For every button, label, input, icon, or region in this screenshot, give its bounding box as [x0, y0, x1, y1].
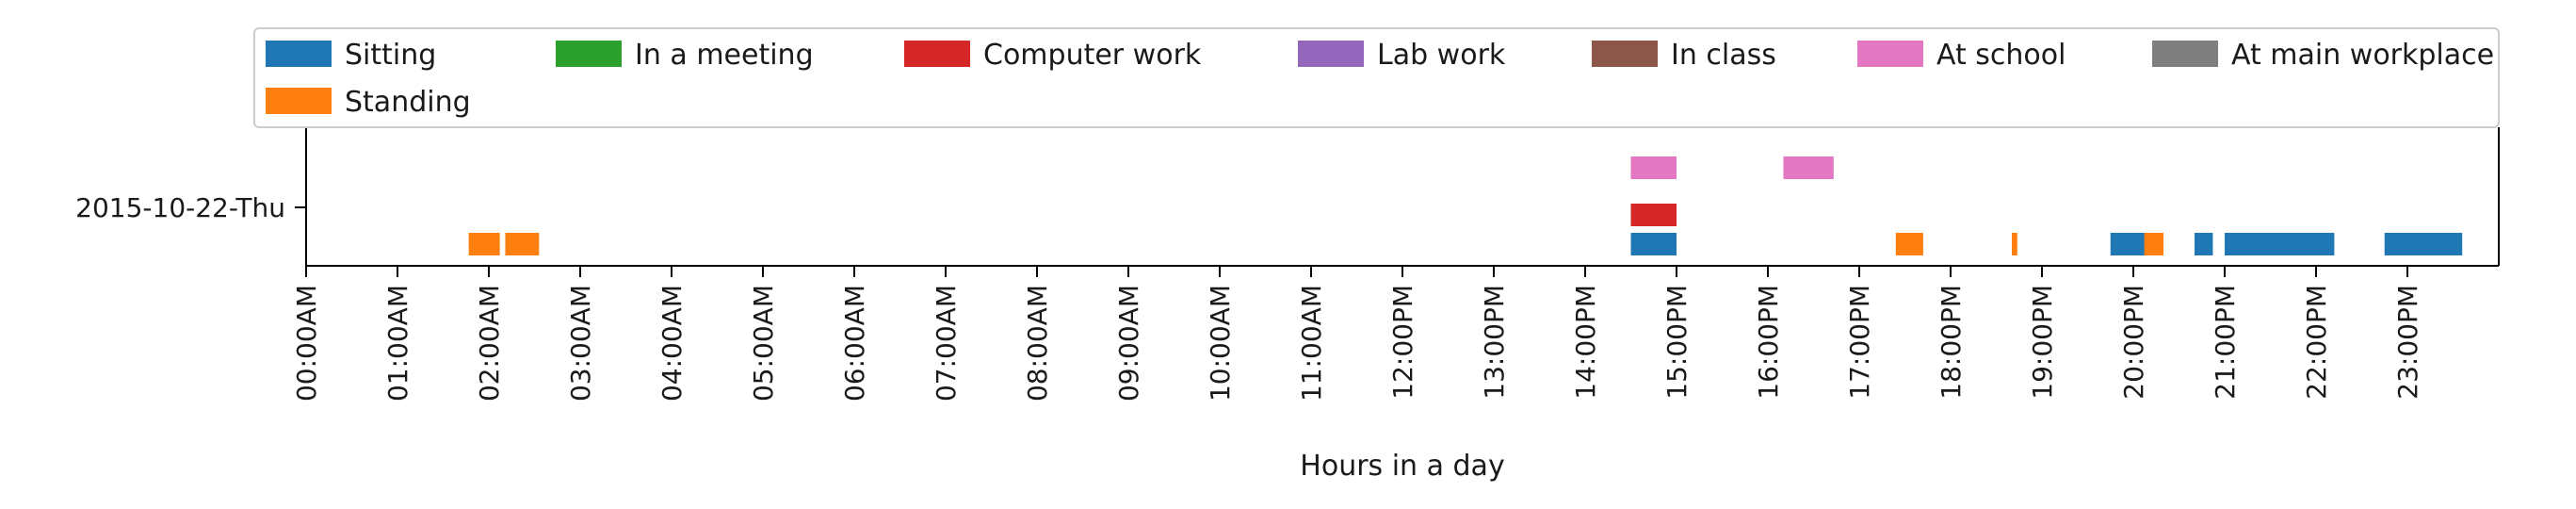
legend-label: In class: [1671, 39, 1776, 72]
bar-computer-work-0: [1630, 204, 1677, 226]
bar-at-school-1: [1783, 156, 1834, 179]
bars-layer: [468, 156, 2463, 255]
x-tick-label: 12:00PM: [1387, 285, 1418, 400]
x-tick-label: 06:00AM: [839, 285, 870, 402]
y-tick-label: 2015-10-22-Thu: [75, 192, 285, 223]
bar-standing-2: [1895, 233, 1923, 255]
series-at-school: [1630, 156, 1834, 179]
x-tick-label: 11:00AM: [1296, 285, 1327, 402]
bar-sitting-0: [1630, 233, 1677, 255]
x-tick-label: 16:00PM: [1753, 285, 1784, 400]
x-tick-label: 05:00AM: [748, 285, 779, 402]
legend-items: Sitting Standing In a meeting Computer work…: [266, 39, 2494, 119]
legend: Sitting Standing In a meeting Computer work…: [253, 27, 2500, 128]
legend-label: In a meeting: [635, 39, 814, 72]
x-tick-label: 03:00AM: [565, 285, 596, 402]
x-tick-label: 21:00PM: [2210, 285, 2241, 400]
series-sitting: [1630, 233, 2463, 255]
x-tick-label: 14:00PM: [1570, 285, 1601, 400]
x-tick-label: 15:00PM: [1661, 285, 1693, 400]
series-computer-work: [1630, 204, 1677, 226]
legend-label: At main workplace: [2231, 39, 2494, 72]
legend-item-in-class: In class: [1592, 39, 1776, 72]
x-tick-label: 13:00PM: [1479, 285, 1510, 400]
bar-standing-3: [2011, 233, 2017, 255]
x-tick-label: 04:00AM: [656, 285, 688, 402]
x-tick-label: 08:00AM: [1022, 285, 1053, 402]
x-tick-label: 01:00AM: [382, 285, 413, 402]
legend-item-at-school: At school: [1857, 39, 2066, 72]
bar-at-school-0: [1630, 156, 1677, 179]
legend-swatch: [266, 88, 332, 114]
bar-standing-1: [505, 233, 540, 255]
x-tick-label: 09:00AM: [1113, 285, 1144, 402]
legend-swatch: [1857, 41, 1923, 67]
x-tick-label: 19:00PM: [2027, 285, 2058, 400]
legend-label: Standing: [345, 86, 471, 119]
bar-sitting-2: [2194, 233, 2213, 255]
x-tick-label: 23:00PM: [2392, 285, 2423, 400]
x-tick-label: 07:00AM: [931, 285, 962, 402]
legend-item-in-a-meeting: In a meeting: [556, 39, 814, 72]
legend-label: Lab work: [1377, 39, 1506, 72]
legend-item-computer-work: Computer work: [904, 39, 1202, 72]
legend-item-sitting: Sitting: [266, 39, 436, 72]
y-axis: 2015-10-22-Thu: [75, 192, 306, 223]
x-axis-label: Hours in a day: [1300, 450, 1504, 483]
legend-item-at-main-workplace: At main workplace: [2152, 39, 2494, 72]
legend-swatch: [2152, 41, 2218, 67]
x-tick-label: 22:00PM: [2301, 285, 2332, 400]
bar-sitting-3: [2225, 233, 2335, 255]
legend-label: At school: [1936, 39, 2066, 72]
x-axis: 00:00AM 01:00AM 02:00AM 03:00AM 04:00AM 05:00…: [291, 266, 2423, 402]
legend-item-lab-work: Lab work: [1298, 39, 1506, 72]
series-standing: [468, 233, 2164, 255]
legend-label: Computer work: [983, 39, 1202, 72]
legend-swatch: [904, 41, 970, 67]
legend-swatch: [556, 41, 622, 67]
x-tick-label: 10:00AM: [1205, 285, 1236, 402]
legend-item-standing: Standing: [266, 86, 471, 119]
legend-label: Sitting: [345, 39, 436, 72]
legend-frame: [253, 27, 2500, 128]
x-tick-label: 20:00PM: [2118, 285, 2149, 400]
bar-standing-0: [468, 233, 500, 255]
bar-sitting-4: [2384, 233, 2463, 255]
bar-standing-4: [2144, 233, 2164, 255]
x-tick-label: 02:00AM: [474, 285, 505, 402]
x-tick-label: 00:00AM: [291, 285, 322, 402]
x-tick-label: 18:00PM: [1936, 285, 1967, 400]
legend-swatch: [1592, 41, 1658, 67]
legend-swatch: [1298, 41, 1364, 67]
bar-sitting-1: [2110, 233, 2147, 255]
x-tick-label: 17:00PM: [1844, 285, 1875, 400]
legend-swatch: [266, 41, 332, 67]
